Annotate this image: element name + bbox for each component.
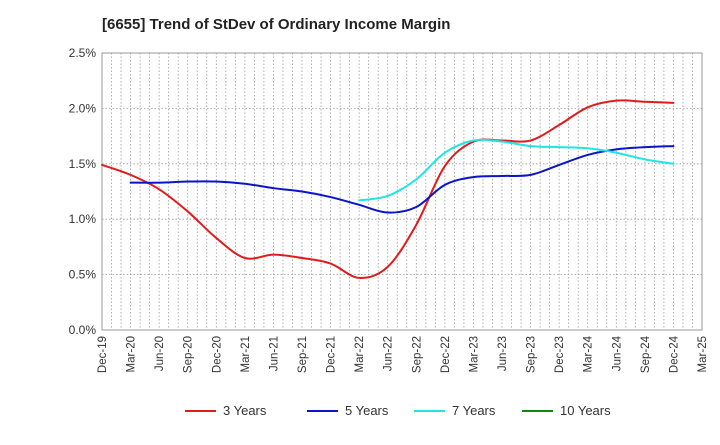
chart-title: [6655] Trend of StDev of Ordinary Income… [102,16,450,33]
x-tick-label: Jun-22 [383,336,395,371]
x-tick-label: Sep-21 [297,336,309,373]
x-tick-label: Sep-24 [640,335,652,373]
axes: 0.0% 0.5% 1.0% 1.5% 2.0% 2.5% Dec-19 Mar-20 Jun-… [69,46,709,373]
x-tick-label: Jun-20 [154,336,166,371]
x-tick-label: Sep-20 [183,336,195,373]
x-tick-label: Dec-24 [668,335,680,373]
x-tick-label: Mar-25 [697,336,709,372]
x-tick-label: Dec-22 [440,336,452,373]
x-tick-label: Jun-23 [497,336,509,371]
series-line-3 [358,138,675,202]
x-tick-label: Dec-20 [211,336,223,373]
x-tick-label: Mar-21 [240,336,252,372]
x-tick-label: Sep-23 [526,336,538,373]
series-line-1 [101,99,675,279]
x-tick-label: Mar-24 [583,335,595,372]
x-tick-label: Dec-19 [97,336,109,373]
y-tick-label: 2.0% [69,101,97,115]
y-tick-label: 1.0% [69,212,97,226]
x-tick-label: Sep-22 [411,336,423,373]
series-line-2 [129,145,675,214]
y-tick-label: 0.0% [69,323,97,337]
y-tick-label: 1.5% [69,157,97,171]
x-tick-label: Jun-24 [611,335,623,371]
grid [101,52,703,331]
y-tick-label: 2.5% [69,46,97,60]
legend: 3 Years 5 Years 7 Years 10 Years [185,403,611,418]
legend-label: 5 Years [345,403,389,418]
x-tick-label: Mar-23 [468,336,480,372]
legend-label: 3 Years [223,403,267,418]
x-tick-label: Dec-21 [326,336,338,373]
legend-label: 10 Years [560,403,611,418]
y-tick-label: 0.5% [69,268,97,282]
plot-area-border [101,52,703,331]
x-tick-label: Mar-20 [126,336,138,372]
x-tick-label: Dec-23 [554,336,566,373]
x-tick-label: Jun-21 [268,336,280,371]
x-tick-label: Mar-22 [354,336,366,372]
series [101,99,675,279]
legend-label: 7 Years [452,403,496,418]
